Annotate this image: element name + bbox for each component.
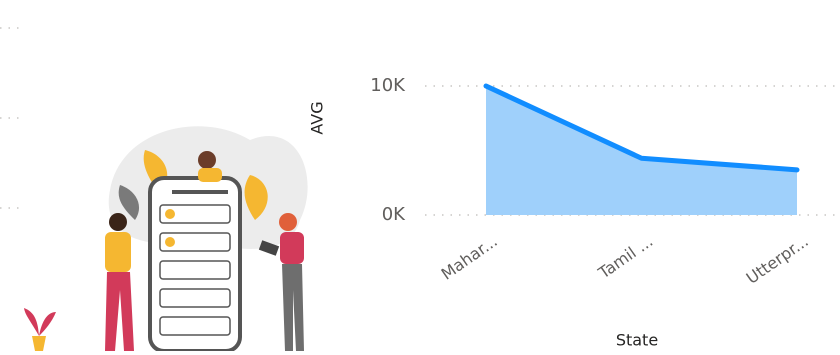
check [165,237,175,247]
area-line [483,83,800,173]
person-body [280,232,304,264]
person-body [198,168,222,182]
leaf [118,185,140,220]
item [159,260,231,280]
item [159,316,231,336]
person-head [279,213,297,231]
check [165,209,175,219]
x-tick-label: Mahar... [438,231,501,283]
area-fill [486,86,797,215]
x-tick-label: Utterpr... [743,231,812,287]
person-legs [282,264,304,351]
y-tick-label: 0K [382,204,406,225]
person-head [198,151,216,169]
left-visual-gridlines [0,27,22,209]
item [159,232,231,252]
illustration [24,126,308,353]
x-tick-label: Tamil ... [594,231,656,283]
person-head [109,213,127,231]
y-tick-label: 10K [370,75,406,96]
item [159,204,231,224]
leaf [244,175,268,220]
tablet [258,240,280,256]
pot [32,336,46,351]
y-axis-title: AVG [308,101,327,134]
person-body [105,232,131,272]
person-legs [105,272,134,351]
checklist [159,204,231,336]
plant [24,308,56,336]
x-axis-title: State [616,331,658,350]
plot-area: 0K 10K Mahar... Tamil ... Utterpr... [370,75,840,288]
item [159,288,231,308]
